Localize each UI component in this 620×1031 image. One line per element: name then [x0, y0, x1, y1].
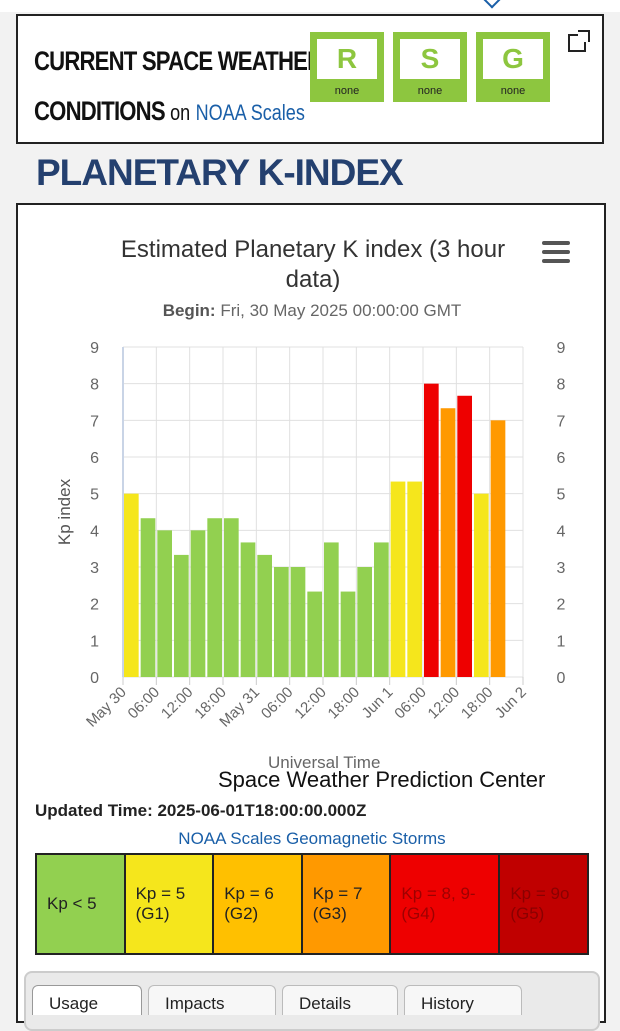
begin-label: Begin: [162, 301, 216, 320]
x-tick-label: 12:00 [158, 684, 197, 723]
y-tick-label-left: 0 [90, 670, 99, 687]
x-tick-label: 12:00 [291, 684, 330, 723]
kp-bar [290, 567, 306, 677]
y-tick-label-right: 7 [557, 413, 566, 430]
kp-bar [140, 518, 156, 677]
r-scale-value: none [334, 85, 360, 97]
y-tick-label-right: 3 [557, 560, 566, 577]
kp-bar [174, 554, 189, 677]
updated-time: Updated Time: 2025-06-01T18:00:00.000Z [35, 801, 367, 820]
tab-history[interactable]: History [404, 985, 522, 1015]
y-axis-title: Kp index [55, 478, 74, 545]
legend-g1: Kp = 5 (G1) [123, 853, 215, 955]
conditions-title-line2: CONDITIONS [34, 96, 166, 126]
y-tick-label-left: 7 [90, 413, 99, 430]
s-scale-value: none [417, 85, 443, 97]
x-axis-title: Universal Time [268, 753, 381, 772]
kp-bar [390, 481, 406, 677]
noaa-geomagnetic-scales-link[interactable]: NOAA Scales Geomagnetic Storms [178, 829, 446, 848]
y-tick-label-left: 4 [90, 523, 99, 540]
legend-g4: Kp = 8, 9- (G4) [389, 853, 501, 955]
kp-bar [440, 408, 456, 677]
legend-g2: Kp = 6 (G2) [212, 853, 303, 955]
s-scale-badge[interactable]: S none [393, 32, 467, 102]
storm-scale-legend: Kp < 5 Kp = 5 (G1) Kp = 6 (G2) Kp = 7 (G… [35, 853, 589, 955]
chart-title: Estimated Planetary K index (3 hour data… [120, 236, 506, 293]
y-tick-label-right: 6 [557, 450, 566, 467]
kp-bar [124, 493, 139, 677]
x-tick-label: 12:00 [425, 684, 464, 723]
kp-bar [457, 395, 472, 677]
kp-bar [274, 567, 289, 677]
tab-details[interactable]: Details [282, 985, 398, 1015]
kp-bar [307, 591, 322, 677]
begin-value: Fri, 30 May 2025 00:00:00 GMT [220, 301, 462, 320]
tab-impacts[interactable]: Impacts [148, 985, 276, 1015]
x-tick-label: Jun 1 [359, 684, 397, 722]
chart-subtitle: Begin: Fri, 30 May 2025 00:00:00 GMT [18, 301, 606, 321]
popout-icon[interactable] [568, 30, 590, 52]
x-tick-label: 18:00 [325, 684, 364, 723]
conditions-on-text: on [170, 100, 191, 125]
x-tick-label: May 30 [83, 684, 130, 731]
y-tick-label-left: 2 [90, 597, 99, 614]
y-tick-label-left: 5 [90, 487, 99, 504]
x-tick-label: 06:00 [258, 684, 297, 723]
page-title: PLANETARY K-INDEX [36, 152, 404, 193]
legend-g3: Kp = 7 (G3) [300, 853, 392, 955]
kp-bar [340, 591, 356, 677]
chevron-down-icon [483, 0, 501, 9]
kp-bar [374, 542, 389, 677]
current-conditions-panel: CURRENT SPACE WEATHER CONDITIONS on NOAA… [16, 14, 604, 144]
y-tick-label-left: 3 [90, 560, 99, 577]
s-scale-letter: S [400, 39, 460, 79]
chart-menu-icon[interactable] [542, 241, 570, 265]
tab-usage[interactable]: Usage [32, 985, 142, 1015]
kp-bar [357, 567, 372, 677]
tab-bar: Usage Impacts Details History [24, 971, 600, 1031]
x-tick-label: 06:00 [391, 684, 430, 723]
y-tick-label-left: 9 [90, 340, 99, 357]
conditions-title: CURRENT SPACE WEATHER CONDITIONS on NOAA… [34, 36, 323, 138]
noaa-scales-link[interactable]: NOAA Scales [195, 100, 305, 125]
r-scale-badge[interactable]: R none [310, 32, 384, 102]
x-tick-label: 06:00 [125, 684, 164, 723]
y-tick-label-right: 9 [557, 340, 566, 357]
kp-bar [490, 420, 506, 677]
g-scale-letter: G [483, 39, 543, 79]
kp-bar [257, 554, 272, 677]
kp-bar [240, 542, 256, 677]
y-tick-label-right: 5 [557, 487, 566, 504]
kp-bar [224, 518, 239, 677]
legend-kp-lt5: Kp < 5 [35, 853, 126, 955]
y-tick-label-left: 8 [90, 377, 99, 394]
kp-bar [157, 530, 172, 677]
x-tick-label: Jun 2 [492, 684, 530, 722]
kp-bar [424, 383, 439, 677]
kp-bar [407, 481, 422, 677]
y-tick-label-right: 2 [557, 597, 566, 614]
kp-bar [207, 518, 222, 677]
conditions-title-line1: CURRENT SPACE WEATHER [34, 46, 323, 76]
legend-g5: Kp = 9o (G5) [498, 853, 589, 955]
y-tick-label-right: 8 [557, 377, 566, 394]
kp-bar [474, 493, 489, 677]
y-tick-label-left: 6 [90, 450, 99, 467]
credit-text: Space Weather Prediction Center [218, 767, 546, 792]
kp-bar [324, 542, 339, 677]
y-tick-label-right: 1 [557, 633, 566, 650]
chart-panel: Estimated Planetary K index (3 hour data… [16, 203, 606, 1031]
top-strip [0, 0, 620, 12]
y-tick-label-right: 0 [557, 670, 566, 687]
r-scale-letter: R [317, 39, 377, 79]
x-tick-label: 18:00 [458, 684, 497, 723]
y-tick-label-right: 4 [557, 523, 566, 540]
y-tick-label-left: 1 [90, 633, 99, 650]
g-scale-badge[interactable]: G none [476, 32, 550, 102]
kp-bar [190, 530, 206, 677]
g-scale-value: none [500, 85, 526, 97]
